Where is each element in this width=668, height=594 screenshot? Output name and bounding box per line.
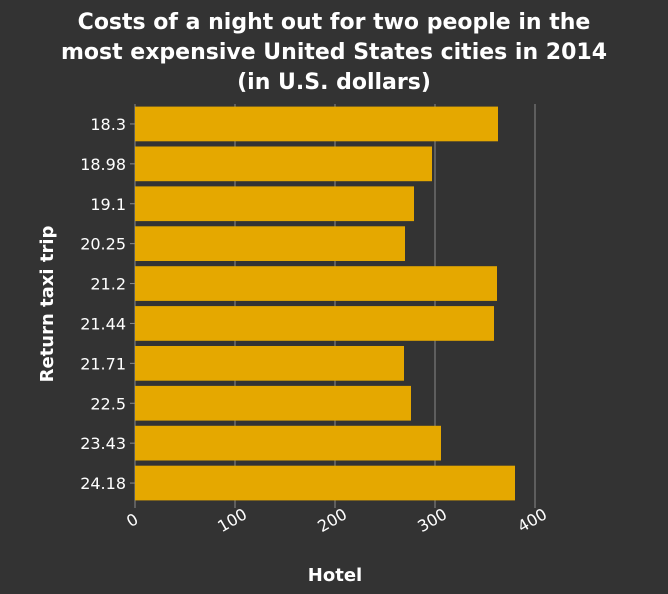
y-tick-label: 20.25 xyxy=(80,235,126,254)
x-tick-label: 400 xyxy=(514,504,550,536)
bar xyxy=(135,465,515,501)
y-tick-label: 18.98 xyxy=(80,155,126,174)
title-line-2: most expensive United States cities in 2… xyxy=(61,40,607,65)
x-tick-label: 300 xyxy=(414,504,450,536)
y-tick-label: 21.2 xyxy=(90,275,126,294)
x-tick-label: 0 xyxy=(123,509,141,531)
bars xyxy=(135,106,515,501)
bar xyxy=(135,146,432,182)
y-tick-label: 24.18 xyxy=(80,474,126,493)
bar xyxy=(135,106,498,142)
x-axis-title: Hotel xyxy=(308,565,362,586)
y-tick-label: 21.44 xyxy=(80,314,126,333)
y-tick-label: 21.71 xyxy=(80,354,126,373)
y-tick-label: 22.5 xyxy=(90,394,126,413)
y-tick-label: 19.1 xyxy=(90,195,126,214)
title-line-1: Costs of a night out for two people in t… xyxy=(78,10,591,35)
y-tick-label: 18.3 xyxy=(90,115,126,134)
x-tick-label: 200 xyxy=(314,504,350,536)
bar xyxy=(135,266,497,301)
bar xyxy=(135,425,441,461)
bar xyxy=(135,306,494,341)
y-axis-title: Return taxi trip xyxy=(37,225,58,382)
bar xyxy=(135,345,404,381)
x-tick-label: 100 xyxy=(214,504,250,536)
chart-title: Costs of a night out for two people in t… xyxy=(61,10,607,95)
x-axis-ticks: 0 100 200 300 400 xyxy=(123,503,550,536)
bar xyxy=(135,385,411,421)
title-line-3: (in U.S. dollars) xyxy=(237,70,431,95)
bar xyxy=(135,186,414,222)
bar xyxy=(135,226,405,262)
y-axis-ticks: 18.3 18.98 19.1 20.25 21.2 21.44 21.71 22.5 23.4… xyxy=(80,115,135,493)
y-tick-label: 23.43 xyxy=(80,434,126,453)
